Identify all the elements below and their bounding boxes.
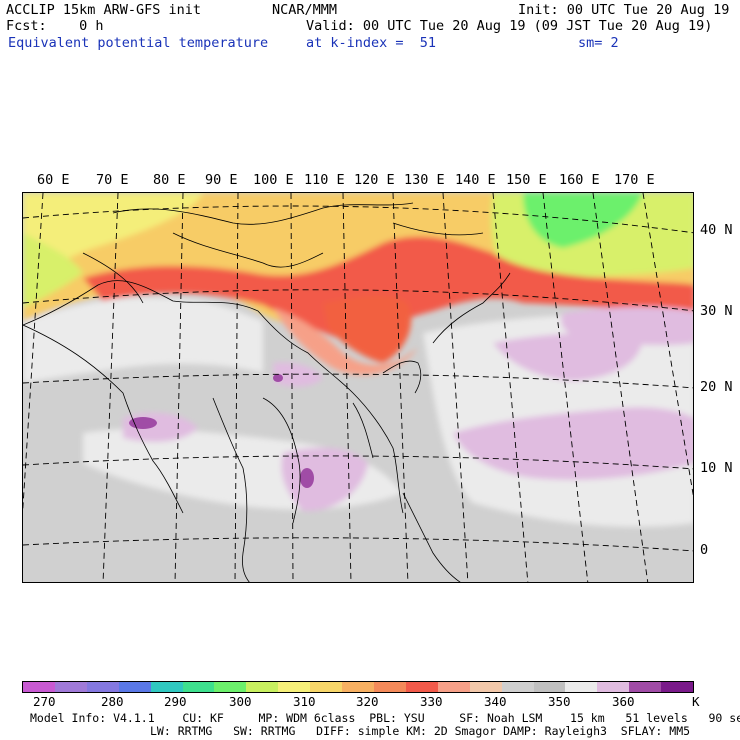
colorbar-label: 340 <box>484 694 507 709</box>
lilac-zone-5 <box>561 306 693 346</box>
dark-purple-spot-2 <box>300 468 314 488</box>
colorbar-label: 330 <box>420 694 443 709</box>
colorbar-label: 350 <box>548 694 571 709</box>
colorbar-swatch <box>310 682 343 692</box>
coastlines-borders <box>23 202 511 582</box>
lon-label: 160 E <box>559 172 600 188</box>
dark-purple-spot-1 <box>129 417 157 429</box>
lon-label: 150 E <box>506 172 547 188</box>
lon-label: 100 E <box>253 172 294 188</box>
graticule <box>23 193 693 582</box>
lon-label: 110 E <box>304 172 345 188</box>
colorbar-swatch <box>597 682 630 692</box>
valid-time: Valid: 00 UTC Tue 20 Aug 19 (09 JST Tue … <box>306 18 713 34</box>
red-zone <box>83 236 693 343</box>
colorbar-label: 280 <box>101 694 124 709</box>
forecast-hour: Fcst: 0 h <box>6 18 104 34</box>
colorbar-swatch <box>54 682 87 692</box>
pale-zone-west <box>23 297 263 383</box>
lon-label: 120 E <box>354 172 395 188</box>
dark-purple-spot-3 <box>273 374 283 382</box>
colorbar-swatch <box>214 682 247 692</box>
colorbar-swatch <box>437 682 470 692</box>
colorbar-unit: K <box>692 694 700 709</box>
lon-label: 60 E <box>37 172 70 188</box>
colorbar-label: 300 <box>229 694 252 709</box>
lilac-zone-1 <box>493 333 643 381</box>
colorbar-swatch <box>533 682 566 692</box>
colorbar <box>22 681 694 693</box>
lat-label: 10 N <box>700 460 733 476</box>
colorbar-swatch <box>565 682 598 692</box>
organization: NCAR/MMM <box>272 2 338 18</box>
colorbar-swatch <box>661 682 694 692</box>
lon-label: 80 E <box>153 172 186 188</box>
theta-e-map <box>22 192 694 583</box>
colorbar-label: 310 <box>293 694 316 709</box>
lat-label: 0 <box>700 542 709 558</box>
map-canvas <box>23 193 693 582</box>
smoothing: sm= 2 <box>578 35 619 51</box>
level-index: at k-index = 51 <box>306 35 437 51</box>
lon-label: 170 E <box>614 172 655 188</box>
colorbar-label: 290 <box>164 694 187 709</box>
colorbar-label: 270 <box>33 694 56 709</box>
colorbar-label: 320 <box>356 694 379 709</box>
red-zone-china <box>323 295 412 363</box>
lilac-zone-2 <box>453 407 693 480</box>
model-info-line1: Model Info: V4.1.1 CU: KF MP: WDM 6class… <box>30 711 740 725</box>
field-name: Equivalent potential temperature <box>8 35 269 51</box>
colorbar-swatch <box>501 682 534 692</box>
lon-label: 130 E <box>404 172 445 188</box>
colorbar-swatch <box>629 682 662 692</box>
lilac-zone-3 <box>281 447 368 512</box>
colorbar-label: 360 <box>612 694 635 709</box>
plot-title: ACCLIP 15km ARW-GFS init <box>6 2 202 18</box>
colorbar-swatch <box>182 682 215 692</box>
lon-label: 90 E <box>205 172 238 188</box>
lon-label: 140 E <box>455 172 496 188</box>
colorbar-swatch <box>342 682 374 692</box>
colorbar-swatch <box>246 682 279 692</box>
colorbar-swatch <box>86 682 119 692</box>
salmon-zone <box>273 308 418 376</box>
lat-label: 30 N <box>700 303 733 319</box>
init-time: Init: 00 UTC Tue 20 Aug 19 <box>518 2 730 18</box>
colorbar-swatch <box>23 682 55 692</box>
colorbar-swatch <box>118 682 151 692</box>
yellow-zone-west <box>23 193 203 288</box>
colorbar-swatch <box>405 682 438 692</box>
colorbar-swatch <box>373 682 406 692</box>
lat-label: 20 N <box>700 379 733 395</box>
green-zone-west <box>23 233 83 308</box>
lon-label: 70 E <box>96 172 129 188</box>
colorbar-swatch <box>278 682 311 692</box>
model-info-line2: LW: RRTMG SW: RRTMG DIFF: simple KM: 2D … <box>150 724 691 738</box>
colorbar-swatch <box>469 682 502 692</box>
colorbar-swatch <box>150 682 183 692</box>
lat-label: 40 N <box>700 222 733 238</box>
